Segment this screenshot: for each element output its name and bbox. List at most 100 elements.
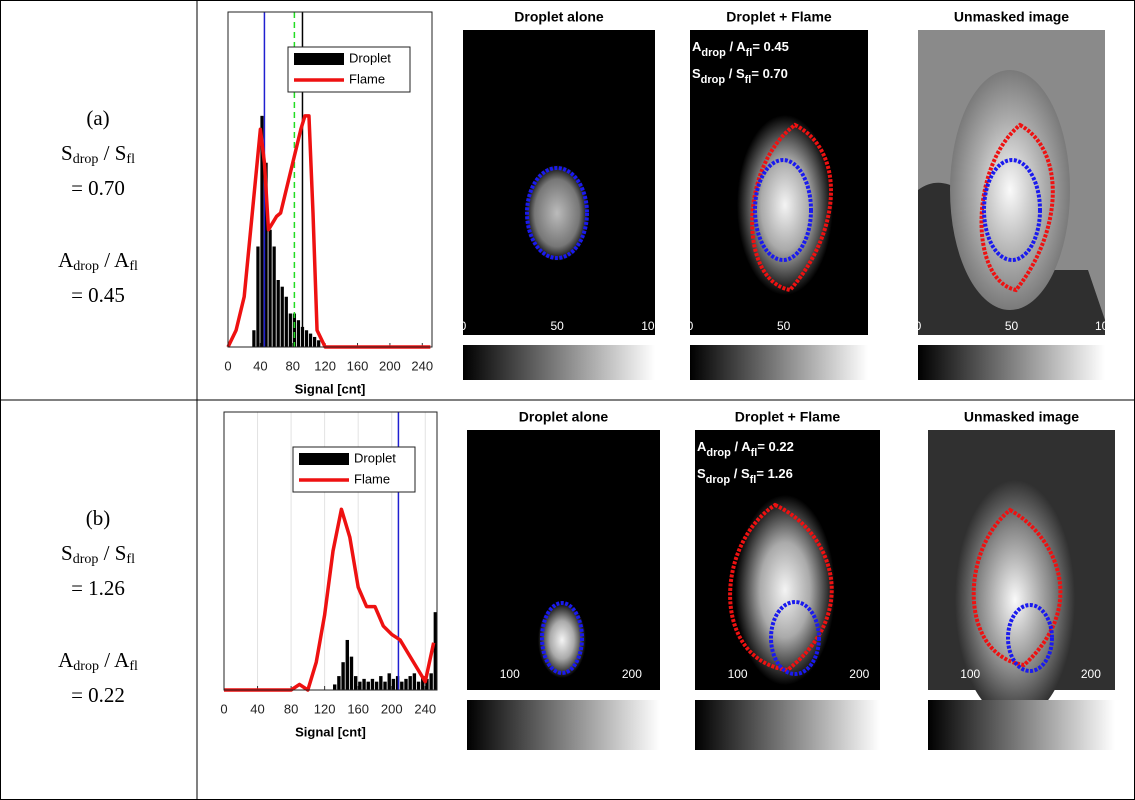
text-part: drop — [706, 447, 731, 459]
histogram-bar — [292, 313, 297, 347]
legend-label: Flame — [354, 471, 390, 486]
colorbar — [467, 700, 660, 750]
histogram-bar — [288, 313, 292, 347]
histogram-bar — [252, 330, 256, 347]
image-glow — [525, 165, 589, 261]
histogram-bar — [313, 336, 317, 347]
text-part: drop — [706, 474, 731, 486]
text-part: fl — [126, 152, 135, 167]
histogram-bar — [362, 678, 366, 690]
image-x-tick-label: 0 — [687, 319, 694, 333]
histogram-bar — [395, 676, 400, 690]
text-part: fl — [746, 47, 753, 59]
flame-contour — [728, 502, 834, 673]
text-part: drop — [73, 152, 99, 167]
text-part: drop — [73, 659, 99, 674]
x-axis-label: Signal [cnt] — [295, 724, 366, 739]
flame-contour — [979, 122, 1055, 293]
image-glow — [735, 495, 835, 685]
text-part: fl — [129, 659, 138, 674]
histogram-bar — [366, 681, 370, 690]
histogram-bar — [400, 681, 404, 690]
histogram-bar — [345, 639, 349, 690]
text-part: S — [61, 141, 73, 165]
image-x-tick-label: 0 — [460, 319, 467, 333]
ratio-text: = 0.45 — [71, 283, 125, 307]
text-part: = 0.70 — [751, 66, 788, 81]
text-part: / S — [730, 466, 750, 481]
droplet-contour — [982, 158, 1042, 262]
image-x-tick-label: 50 — [550, 319, 564, 333]
text-part: fl — [129, 259, 138, 274]
histogram-bar — [433, 612, 438, 690]
histogram-bar — [408, 676, 412, 690]
flame-contour — [971, 507, 1063, 668]
text-part: = 0.45 — [752, 39, 789, 54]
histogram-bar — [421, 676, 425, 690]
x-tick-label: 40 — [253, 358, 267, 373]
text-part: = 1.26 — [71, 576, 125, 600]
histogram-bar — [280, 286, 284, 347]
histogram-bar — [296, 320, 301, 347]
image-x-tick-label: 100 — [1095, 319, 1115, 333]
text-part: S — [61, 541, 73, 565]
image-x-tick-label: 50 — [777, 319, 791, 333]
image-x-tick-label: 100 — [641, 319, 661, 333]
histogram-bar — [379, 676, 383, 690]
histogram-bar — [391, 678, 396, 690]
ratio-annotation: Sdrop / Sfl= 1.26 — [697, 466, 793, 485]
panel-title: Droplet + Flame — [726, 9, 832, 25]
legend-swatch — [294, 53, 344, 65]
text-part: A — [697, 439, 707, 454]
image-glow — [950, 70, 1070, 310]
text-part: A — [692, 39, 702, 54]
text-part: = 1.26 — [756, 466, 793, 481]
colorbar — [928, 700, 1115, 750]
ratio-text: = 1.26 — [71, 576, 125, 600]
image-x-tick-label: 0 — [915, 319, 922, 333]
panel-title: Unmasked image — [954, 9, 1069, 25]
histogram-bar — [404, 678, 408, 690]
text-part: drop — [701, 47, 726, 59]
image-x-tick-label: 200 — [1081, 667, 1101, 681]
panel-title: Droplet alone — [519, 409, 609, 425]
image-glow — [737, 115, 833, 295]
image-x-tick-label: 100 — [728, 667, 748, 681]
ratio-annotation: Sdrop / Sfl= 0.70 — [692, 66, 788, 85]
image-x-tick-label: 50 — [1005, 319, 1019, 333]
droplet-contour — [525, 166, 589, 260]
droplet-contour — [1006, 603, 1054, 673]
histogram-bar — [337, 676, 341, 690]
histogram-bar — [425, 678, 429, 690]
text-part: / A — [726, 39, 746, 54]
histogram-bar — [284, 296, 288, 347]
colorbar — [463, 345, 655, 380]
text-part: = 0.70 — [71, 176, 125, 200]
legend-swatch — [299, 453, 349, 465]
histogram-bar — [358, 681, 362, 690]
text-part: fl — [750, 474, 757, 486]
x-tick-label: 200 — [379, 358, 401, 373]
legend-label: Flame — [349, 71, 385, 86]
axes-box — [227, 11, 433, 348]
panel-title: Droplet alone — [514, 9, 604, 25]
x-tick-label: 80 — [284, 701, 298, 716]
legend-label: Droplet — [354, 450, 396, 465]
text-part: / S — [725, 66, 745, 81]
x-axis-label: Signal [cnt] — [295, 381, 366, 396]
image-x-tick-label: 200 — [622, 667, 642, 681]
histogram-bar — [276, 280, 280, 347]
x-tick-label: 240 — [411, 358, 433, 373]
histogram-bar — [268, 229, 272, 347]
colorbar — [695, 700, 880, 750]
histogram-bar — [353, 676, 358, 690]
image-x-tick-label: 200 — [849, 667, 869, 681]
x-tick-label: 0 — [220, 701, 227, 716]
flame-line — [226, 114, 431, 349]
ratio-text: Sdrop / Sfl — [61, 141, 135, 167]
axes-box — [223, 411, 438, 691]
ratio-text: Adrop / Afl — [58, 248, 138, 274]
text-part: drop — [73, 552, 99, 567]
histogram-bar — [374, 681, 379, 690]
text-part: = 0.22 — [71, 683, 125, 707]
